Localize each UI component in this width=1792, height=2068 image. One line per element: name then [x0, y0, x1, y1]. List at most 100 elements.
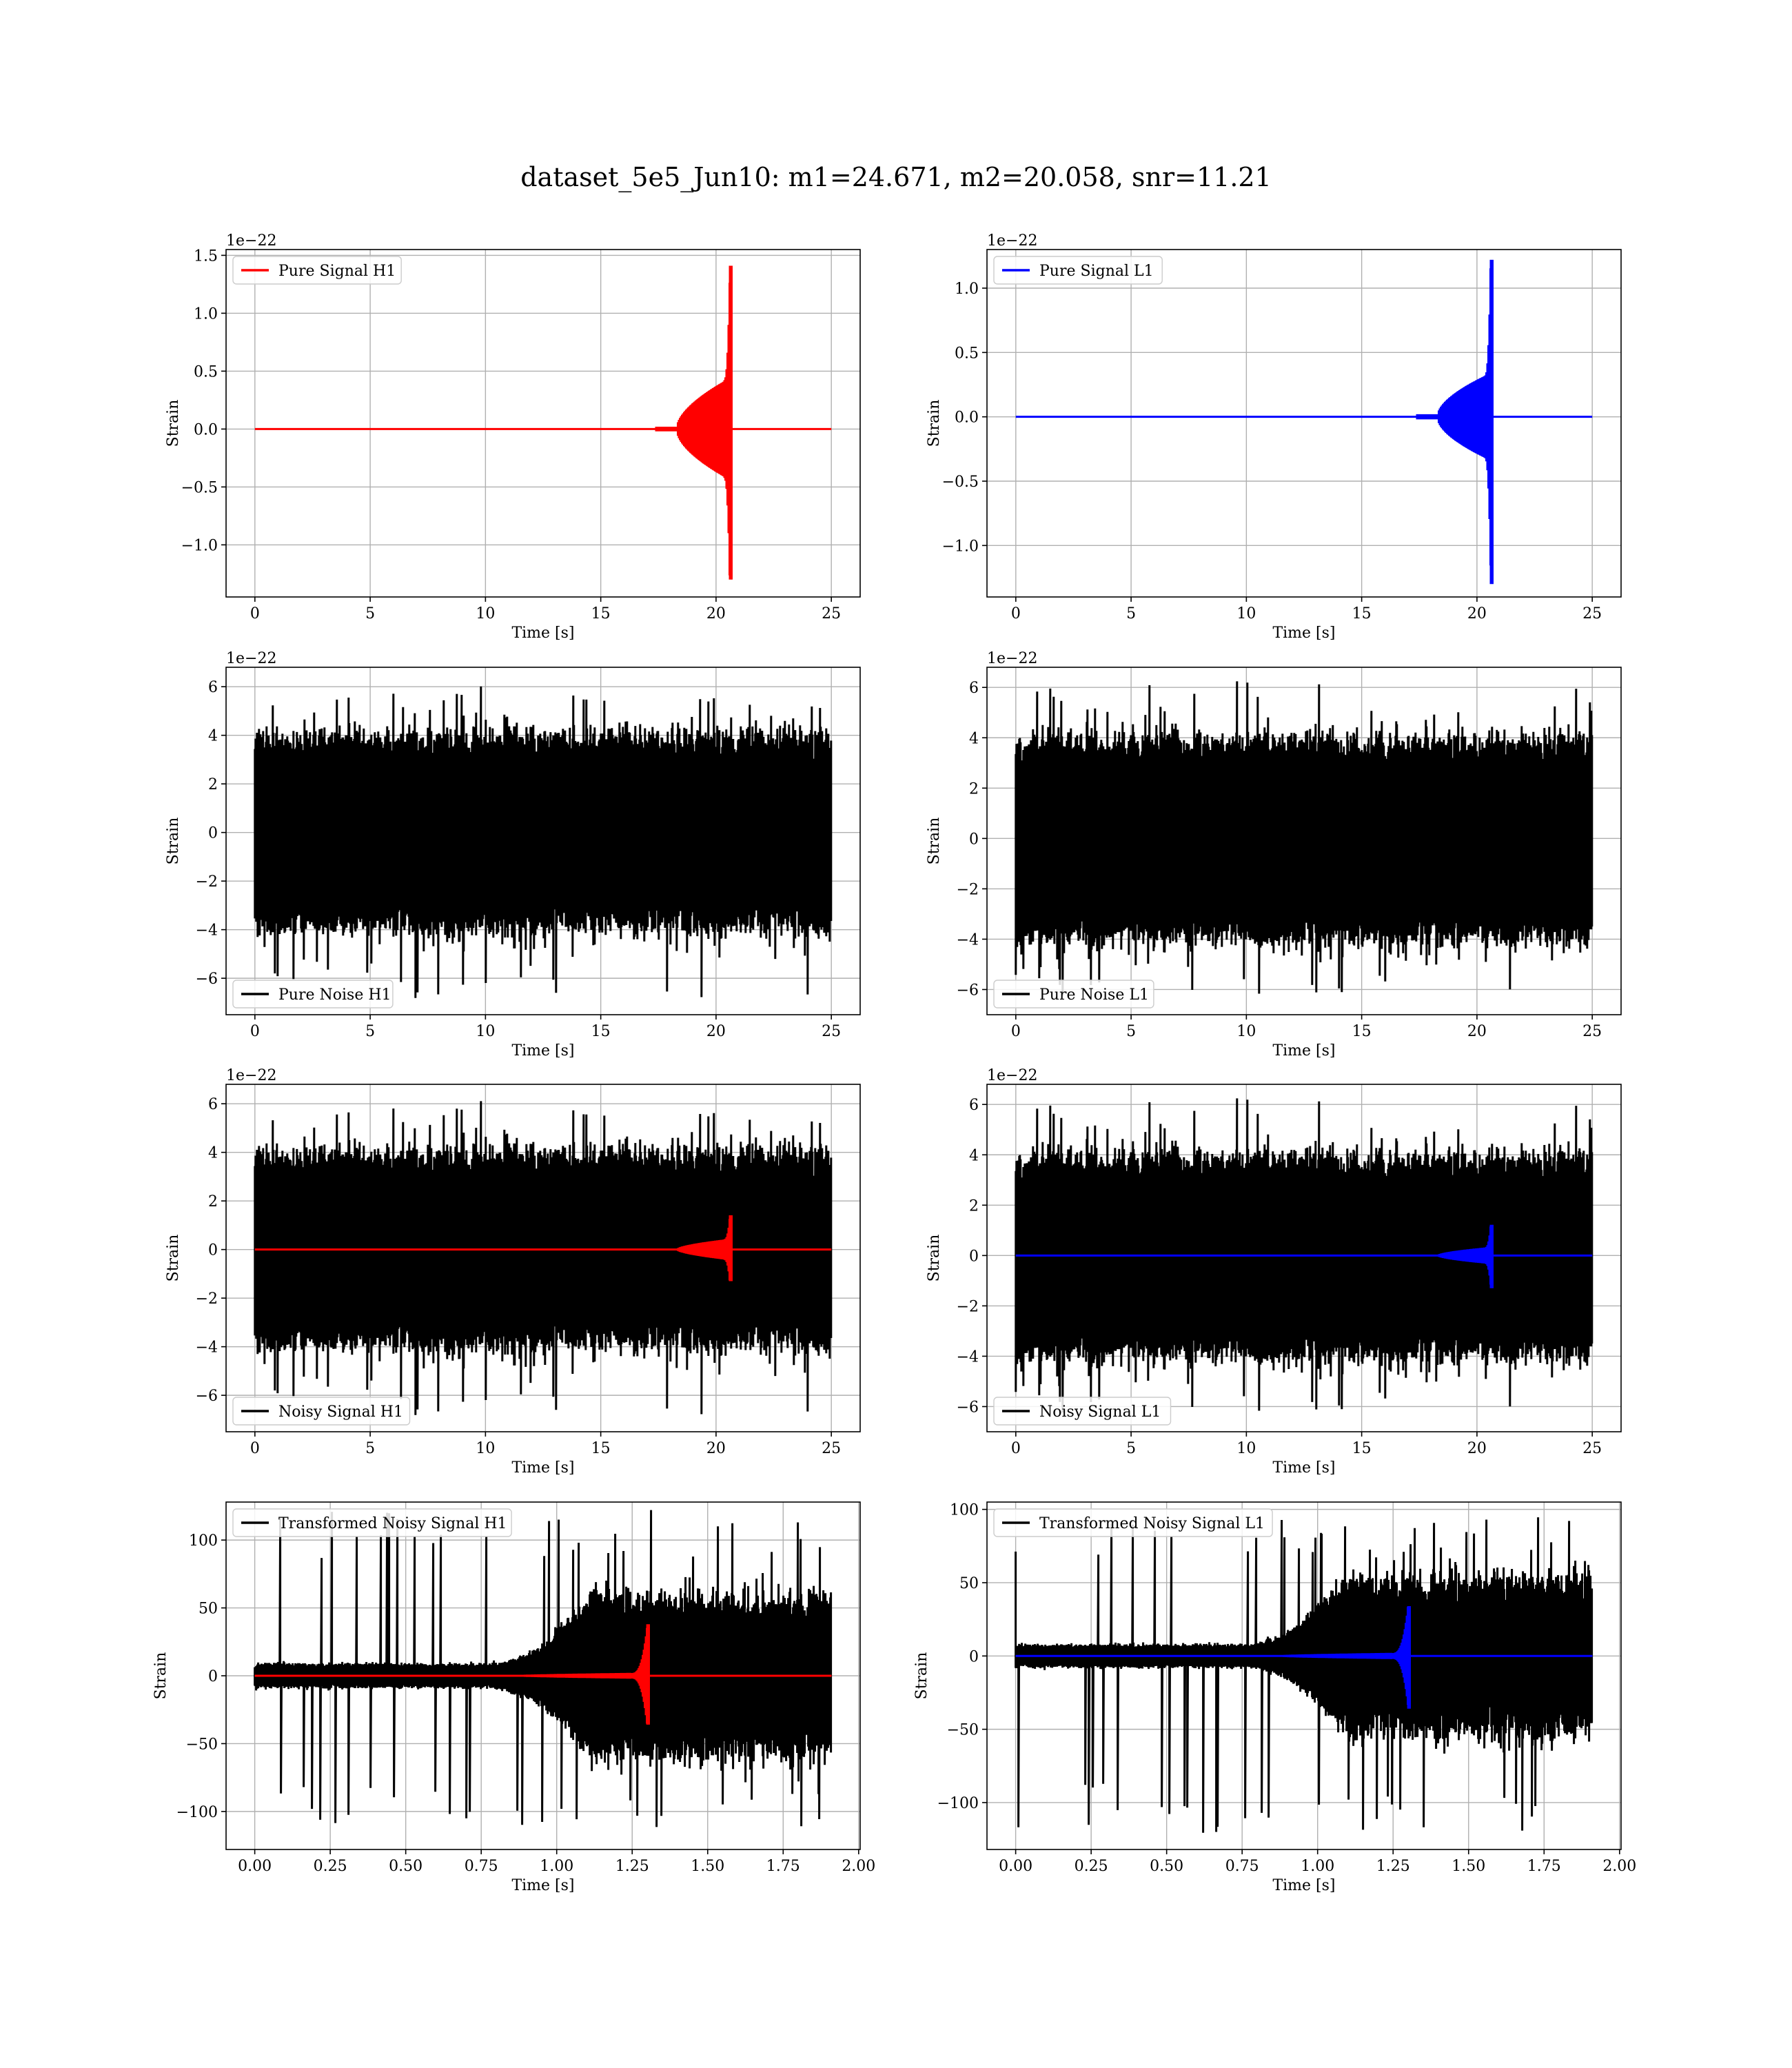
- x-tick-label: 25: [822, 605, 841, 622]
- y-axis-label: Strain: [165, 818, 182, 865]
- chart-transformed-noisy-signal-l1: 0.00 0.25 0.50 0.75 1.00 1.25 1.50 1.75 2.00 −100…: [913, 1501, 1636, 1894]
- x-tick-label: 20: [706, 1440, 726, 1457]
- legend-label: Noisy Signal H1: [278, 1403, 403, 1421]
- x-tick-label: 0.25: [314, 1858, 347, 1875]
- plot-area: [1015, 1517, 1594, 1833]
- series-line: [1015, 1606, 1593, 1709]
- x-tick-label: 5: [1126, 1440, 1136, 1457]
- legend: Pure Noise H1: [232, 980, 394, 1008]
- x-tick-label: 0.00: [999, 1858, 1032, 1875]
- axis-offset-text: 1e−22: [226, 1067, 276, 1084]
- y-tick-label: 1.0: [194, 305, 218, 323]
- plot-area: [254, 265, 832, 580]
- plot-area: [1015, 259, 1593, 585]
- y-tick-label: 6: [969, 1097, 979, 1114]
- y-tick-label: −4: [957, 931, 979, 949]
- x-tick-label: 10: [1236, 1023, 1256, 1040]
- x-tick-label: 20: [706, 1023, 726, 1040]
- x-tick-label: 0: [1011, 1440, 1021, 1457]
- y-tick-label: 0: [969, 1648, 979, 1665]
- y-axis-label: Strain: [926, 1235, 943, 1282]
- series-line: [254, 686, 833, 998]
- x-tick-label: 10: [476, 605, 495, 622]
- legend-label: Transformed Noisy Signal L1: [1039, 1515, 1265, 1532]
- x-tick-label: 5: [1126, 1023, 1136, 1040]
- plot-area: [1015, 681, 1594, 996]
- axes-frame: [225, 667, 861, 1015]
- legend-label: Transformed Noisy Signal H1: [278, 1515, 507, 1532]
- x-tick-label: 1.50: [1452, 1858, 1485, 1875]
- plot-area: [254, 1101, 833, 1415]
- series-line: [254, 265, 832, 580]
- x-tick-label: 0.00: [238, 1858, 272, 1875]
- plot-area: [1015, 1098, 1594, 1413]
- x-tick-label: 1.25: [1376, 1858, 1410, 1875]
- chart-pure-noise-h1: 0 5 10 15 20 25 −6 −4 −2 0 2 4 6 Time [s] Strain 1e−22 P…: [165, 650, 861, 1060]
- y-tick-label: 0: [969, 831, 979, 848]
- x-tick-label: 15: [591, 1440, 611, 1457]
- plot-area: [254, 1510, 833, 1827]
- x-tick-label: 1.75: [1527, 1858, 1561, 1875]
- y-tick-label: 4: [969, 730, 979, 747]
- y-tick-label: −6: [196, 1388, 218, 1405]
- y-tick-label: 2: [969, 1197, 979, 1215]
- x-tick-label: 0.50: [389, 1858, 422, 1875]
- legend: Transformed Noisy Signal H1: [232, 1508, 512, 1537]
- x-tick-label: 25: [1582, 1023, 1602, 1040]
- axis-offset-text: 1e−22: [226, 650, 276, 667]
- x-tick-label: 5: [365, 605, 375, 622]
- x-tick-label: 15: [591, 1023, 611, 1040]
- y-axis-label: Strain: [165, 400, 182, 447]
- x-tick-label: 5: [365, 1023, 375, 1040]
- y-tick-label: 0: [969, 1248, 979, 1265]
- y-tick-label: 0.5: [194, 363, 218, 381]
- x-tick-label: 25: [1582, 605, 1602, 622]
- x-tick-label: 10: [1236, 605, 1256, 622]
- axis-offset-text: 1e−22: [987, 650, 1037, 667]
- legend-box: [232, 256, 402, 285]
- y-tick-label: −0.5: [181, 479, 218, 496]
- x-axis-label: Time [s]: [1272, 1042, 1335, 1060]
- legend-label: Noisy Signal L1: [1039, 1403, 1161, 1421]
- x-tick-label: 0: [1011, 1023, 1021, 1040]
- x-tick-label: 15: [1352, 605, 1372, 622]
- y-tick-label: −2: [957, 1298, 979, 1315]
- y-tick-label: 0.0: [955, 409, 979, 427]
- y-tick-label: −2: [957, 881, 979, 898]
- legend: Noisy Signal H1: [232, 1397, 411, 1426]
- y-tick-label: −1.0: [942, 538, 979, 555]
- x-tick-label: 0.50: [1150, 1858, 1183, 1875]
- chart-noisy-signal-h1: 0 5 10 15 20 25 −6 −4 −2 0 2 4 6 Time [s] Strain 1e−22 N…: [165, 1067, 861, 1477]
- y-tick-label: 50: [959, 1575, 979, 1592]
- chart-pure-noise-l1: 0 5 10 15 20 25 −6 −4 −2 0 2 4 6 Time [s] Strain 1e−22 P…: [926, 650, 1622, 1060]
- y-tick-label: 0: [208, 825, 218, 842]
- legend-box: [993, 256, 1163, 285]
- y-tick-label: −6: [957, 1399, 979, 1416]
- y-axis-label: Strain: [165, 1235, 182, 1282]
- y-tick-label: 1.0: [955, 281, 979, 298]
- chart-pure-signal-l1: 0 5 10 15 20 25 −1.0 −0.5 0.0 0.5 1.0 Time [s] Strai…: [926, 232, 1622, 642]
- x-tick-label: 2.00: [842, 1858, 875, 1875]
- x-tick-label: 20: [1467, 1440, 1487, 1457]
- x-tick-label: 1.25: [615, 1858, 649, 1875]
- axis-offset-text: 1e−22: [987, 1067, 1037, 1084]
- y-tick-label: −1.0: [181, 537, 218, 554]
- y-tick-label: 100: [950, 1502, 979, 1519]
- y-tick-label: 6: [208, 679, 218, 696]
- legend: Pure Noise L1: [993, 980, 1154, 1008]
- x-tick-label: 0.25: [1075, 1858, 1108, 1875]
- x-tick-label: 1.00: [1301, 1858, 1334, 1875]
- legend: Pure Signal L1: [993, 256, 1163, 285]
- y-axis-label: Strain: [926, 400, 943, 447]
- legend-box: [232, 1508, 512, 1537]
- y-tick-label: 0: [208, 1668, 218, 1685]
- x-axis-label: Time [s]: [511, 1042, 574, 1060]
- x-tick-label: 25: [822, 1023, 841, 1040]
- x-tick-label: 0: [1011, 605, 1021, 622]
- x-axis-label: Time [s]: [511, 1877, 574, 1894]
- x-tick-label: 15: [1352, 1440, 1372, 1457]
- figure-suptitle: dataset_5e5_Jun10: m1=24.671, m2=20.058,…: [520, 162, 1272, 193]
- series-line: [1015, 1224, 1593, 1288]
- y-tick-label: −2: [196, 1290, 218, 1308]
